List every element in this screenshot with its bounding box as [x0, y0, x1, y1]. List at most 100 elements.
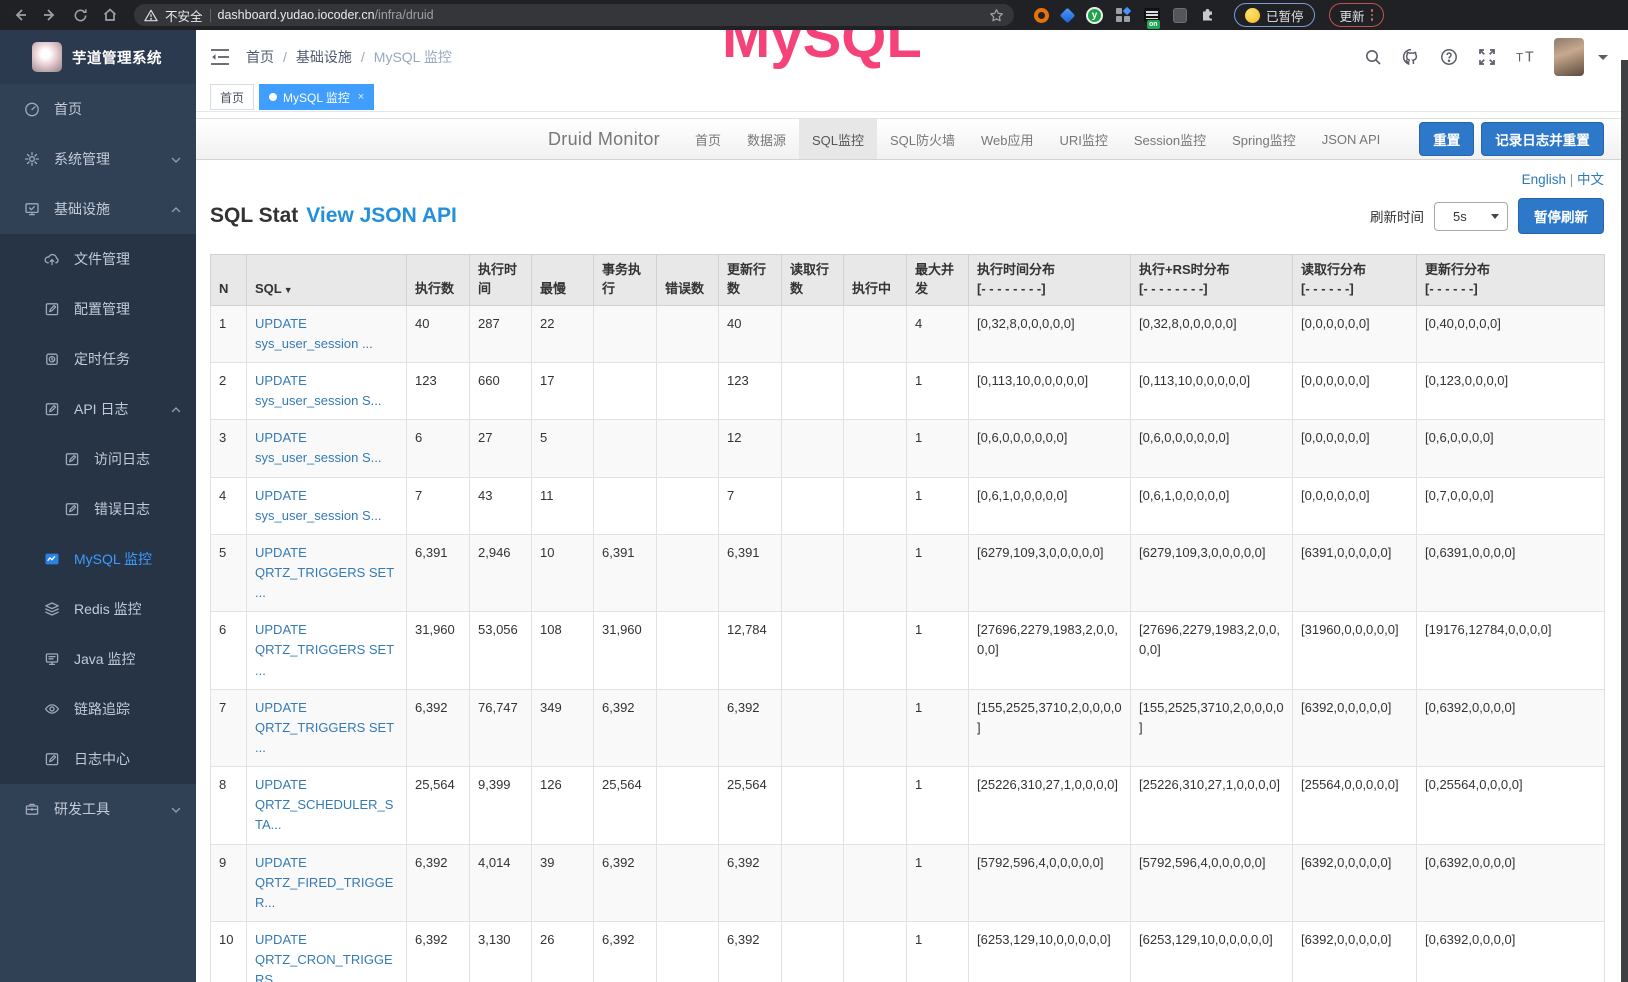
sql-link[interactable]: UPDATE QRTZ_TRIGGERS SET ...: [255, 544, 394, 601]
sql-link[interactable]: UPDATE QRTZ_CRON_TRIGGERS...: [255, 931, 393, 982]
lang-english-link[interactable]: English: [1521, 172, 1566, 187]
druid-nav-SQL防火墙[interactable]: SQL防火墙: [889, 132, 955, 148]
row-number-cell: 8: [210, 766, 247, 845]
breadcrumb-item[interactable]: 基础设施: [295, 49, 352, 65]
sort-desc-icon[interactable]: ▼: [283, 284, 293, 295]
window-scrollbar[interactable]: [1621, 60, 1628, 982]
column-header-执行时间[interactable]: 执行时间: [469, 254, 532, 306]
sidebar-item-access-log[interactable]: 访问日志: [0, 434, 196, 484]
column-header-执行时间分布[interactable]: 执行时间分布 [- - - - - - - -]: [968, 254, 1131, 306]
sql-link[interactable]: UPDATE sys_user_session S...: [255, 487, 382, 523]
druid-nav-Web应用[interactable]: Web应用: [981, 132, 1034, 148]
collapse-sidebar-icon[interactable]: [210, 48, 230, 66]
search-icon[interactable]: [1364, 48, 1382, 66]
help-icon[interactable]: [1440, 48, 1458, 66]
sql-link[interactable]: UPDATE sys_user_session S...: [255, 430, 382, 466]
sidebar-item-trace[interactable]: 链路追踪: [0, 684, 196, 734]
druid-nav-JSON API[interactable]: JSON API: [1321, 131, 1381, 147]
breadcrumb-item[interactable]: MySQL 监控: [373, 49, 452, 65]
sql-link[interactable]: UPDATE sys_user_session ...: [255, 315, 373, 351]
value-cell: 1: [906, 766, 969, 845]
sidebar-item-config[interactable]: 配置管理: [0, 284, 196, 334]
druid-nav-URI监控[interactable]: URI监控: [1059, 132, 1108, 148]
refresh-interval-select[interactable]: 5s: [1434, 201, 1508, 231]
app-logo-row[interactable]: 芋道管理系统: [0, 30, 196, 84]
lang-chinese-link[interactable]: 中文: [1577, 172, 1604, 187]
sql-link[interactable]: UPDATE QRTZ_TRIGGERS SET ...: [255, 699, 394, 755]
column-header-执行中[interactable]: 执行中: [843, 254, 907, 306]
druid-nav-首页[interactable]: 首页: [694, 132, 721, 148]
security-label[interactable]: 不安全: [165, 9, 203, 24]
breadcrumb-item[interactable]: 首页: [246, 49, 274, 65]
value-cell: [0,6,1,0,0,0,0,0]: [1130, 476, 1293, 535]
kite-extension-icon[interactable]: [1059, 7, 1076, 23]
druid-brand[interactable]: Druid Monitor: [548, 128, 660, 149]
column-header-事务执行[interactable]: 事务执行: [593, 254, 657, 306]
sidebar-item-dev-tools[interactable]: 研发工具: [0, 784, 196, 834]
column-header-SQL[interactable]: SQL ▼: [246, 254, 407, 306]
column-header-读取行分布[interactable]: 读取行分布 [- - - - - -]: [1292, 254, 1417, 306]
url-text[interactable]: dashboard.yudao.iocoder.cn/infra/druid: [217, 8, 434, 22]
sql-link[interactable]: UPDATE QRTZ_SCHEDULER_STA...: [255, 777, 394, 833]
fullscreen-icon[interactable]: [1478, 48, 1496, 66]
bookmark-star-icon[interactable]: [989, 8, 1004, 23]
chevron-down-icon[interactable]: [1598, 54, 1608, 60]
reset-button[interactable]: 重置: [1419, 122, 1475, 156]
sidebar-item-mysql[interactable]: MySQL 监控: [0, 534, 196, 584]
value-cell: 123: [718, 361, 782, 421]
url-bar[interactable]: 不安全 dashboard.yudao.iocoder.cn/infra/dru…: [134, 4, 1014, 26]
tab-MySQL 监控[interactable]: MySQL 监控 ×: [259, 84, 375, 110]
home-icon[interactable]: [98, 3, 122, 27]
sidebar-item-infra[interactable]: 基础设施: [0, 184, 196, 234]
sidebar-item-api-log[interactable]: API 日志: [0, 384, 196, 434]
druid-nav-SQL监控[interactable]: SQL监控: [798, 119, 877, 159]
sidebar-item-error-log[interactable]: 错误日志: [0, 484, 196, 534]
green-y-extension-icon[interactable]: y: [1086, 6, 1103, 24]
pause-refresh-button[interactable]: 暂停刷新: [1518, 198, 1604, 234]
value-cell: [25226,310,27,1,0,0,0,0]: [1130, 766, 1293, 845]
sidebar-item-system[interactable]: 系统管理: [0, 134, 196, 184]
column-header-更新行分布[interactable]: 更新行分布 [- - - - - -]: [1416, 254, 1605, 306]
avatar[interactable]: [1554, 38, 1584, 76]
sidebar-item-job[interactable]: 定时任务: [0, 334, 196, 384]
sql-link[interactable]: UPDATE sys_user_session S...: [255, 372, 382, 409]
paused-extension-pill[interactable]: 已暂停: [1234, 3, 1315, 27]
sidebar-item-file[interactable]: 文件管理: [0, 234, 196, 284]
view-json-api-link[interactable]: View JSON API: [306, 204, 457, 227]
column-header-错误数[interactable]: 错误数: [656, 254, 719, 306]
column-header-读取行数[interactable]: 读取行数: [781, 254, 844, 306]
column-header-最大并发[interactable]: 最大并发: [906, 254, 969, 306]
column-header-N[interactable]: N: [210, 254, 247, 306]
list-on-extension-icon[interactable]: on: [1144, 8, 1160, 29]
column-header-更新行数[interactable]: 更新行数: [718, 254, 782, 306]
log-and-reset-button[interactable]: 记录日志并重置: [1481, 122, 1604, 156]
dark-extension-icon[interactable]: [1173, 7, 1187, 23]
sidebar-item-home[interactable]: 首页: [0, 84, 196, 134]
donut-extension-icon[interactable]: [1034, 7, 1049, 23]
value-cell: 108: [531, 611, 594, 690]
sql-link[interactable]: UPDATE QRTZ_FIRED_TRIGGER...: [255, 854, 394, 910]
column-header-执行数[interactable]: 执行数: [406, 254, 470, 306]
druid-nav-数据源[interactable]: 数据源: [746, 132, 786, 148]
sql-link[interactable]: UPDATE QRTZ_TRIGGERS SET ...: [255, 622, 394, 678]
column-header-最慢[interactable]: 最慢: [531, 254, 594, 306]
tab-首页[interactable]: 首页: [210, 84, 255, 110]
reload-icon[interactable]: [68, 3, 92, 27]
puzzle-extensions-icon[interactable]: [1200, 7, 1216, 23]
back-icon[interactable]: [8, 3, 32, 27]
sidebar-item-log-center[interactable]: 日志中心: [0, 734, 196, 784]
github-icon[interactable]: [1402, 48, 1420, 66]
sidebar-item-redis[interactable]: Redis 监控: [0, 584, 196, 634]
browser-update-button[interactable]: 更新: [1328, 3, 1385, 27]
druid-nav-Spring监控[interactable]: Spring监控: [1232, 132, 1296, 148]
value-cell: [593, 476, 657, 535]
column-header-执行+RS时分布[interactable]: 执行+RS时分布 [- - - - - - - -]: [1130, 254, 1293, 306]
value-cell: 6,391: [406, 533, 470, 613]
kebab-menu-icon[interactable]: [1370, 9, 1374, 21]
druid-nav-Session监控[interactable]: Session监控: [1133, 132, 1207, 148]
squares-extension-icon[interactable]: [1116, 6, 1132, 23]
close-icon[interactable]: ×: [357, 91, 365, 103]
forward-icon[interactable]: [38, 3, 62, 27]
sidebar-item-java[interactable]: Java 监控: [0, 634, 196, 684]
